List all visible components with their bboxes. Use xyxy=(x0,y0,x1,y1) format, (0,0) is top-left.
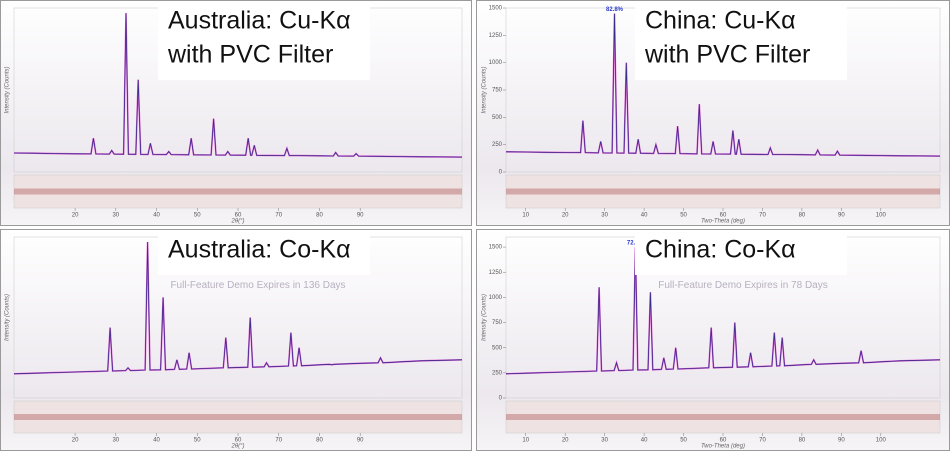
watermark: Full-Feature Demo Expires in 78 Days xyxy=(658,280,828,291)
x-axis-label: Two-Theta (deg) xyxy=(701,444,745,450)
x-tick-label: 50 xyxy=(194,213,201,219)
x-tick-label: 50 xyxy=(680,438,687,444)
y-tick-label: 500 xyxy=(492,345,503,351)
y-tick-label: 1000 xyxy=(489,295,503,301)
y-tick-label: 1250 xyxy=(489,270,503,276)
x-tick-label: 100 xyxy=(876,213,887,219)
x-tick-label: 60 xyxy=(235,438,242,444)
x-tick-label: 10 xyxy=(522,213,529,219)
y-tick-label: 750 xyxy=(492,88,503,94)
y-tick-label: 1000 xyxy=(489,60,503,66)
title-box xyxy=(158,233,370,275)
x-tick-label: 40 xyxy=(641,438,648,444)
x-tick-label: 20 xyxy=(72,438,79,444)
panel: 0 250 500 750 1000 1250 1500 10 20 30 40 50 60 70 80 90… xyxy=(476,0,950,226)
pattern-line xyxy=(505,247,941,375)
x-tick-label: 100 xyxy=(876,438,887,444)
y-tick-label: 1500 xyxy=(489,245,503,251)
y-tick-label: 0 xyxy=(499,170,503,176)
x-tick-label: 60 xyxy=(235,213,242,219)
x-tick-label: 70 xyxy=(759,438,766,444)
x-tick-label: 30 xyxy=(112,213,119,219)
panel-title: with PVC Filter xyxy=(644,41,810,69)
x-tick-label: 90 xyxy=(357,213,364,219)
x-tick-label: 50 xyxy=(194,438,201,444)
x-tick-label: 50 xyxy=(680,213,687,219)
x-axis-label: Two-Theta (deg) xyxy=(701,219,745,225)
x-tick-label: 20 xyxy=(72,213,79,219)
x-tick-label: 70 xyxy=(759,213,766,219)
pattern-line xyxy=(13,13,463,158)
y-axis-label: Intensity (Counts) xyxy=(482,66,488,113)
x-tick-label: 40 xyxy=(153,213,160,219)
x-tick-label: 40 xyxy=(641,213,648,219)
y-tick-label: 1250 xyxy=(489,33,503,39)
x-tick-label: 70 xyxy=(275,438,282,444)
y-tick-label: 0 xyxy=(499,396,503,402)
x-tick-label: 60 xyxy=(720,438,727,444)
x-axis-label: 2θ(°) xyxy=(231,444,245,450)
x-tick-label: 80 xyxy=(316,213,323,219)
x-tick-label: 20 xyxy=(562,213,569,219)
panel-title: China: Co-Kα xyxy=(645,236,796,264)
y-tick-label: 250 xyxy=(492,142,503,148)
title-box xyxy=(158,4,370,80)
pattern-line xyxy=(505,13,941,157)
x-tick-label: 30 xyxy=(112,438,119,444)
x-tick-label: 60 xyxy=(720,213,727,219)
peak-label: 82.8% xyxy=(606,7,624,13)
panel: 0 250 500 750 1000 1250 1500 10 20 30 40 50 60 70 80 90… xyxy=(476,229,950,451)
x-tick-label: 20 xyxy=(562,438,569,444)
y-axis-label: Intensity (Counts) xyxy=(482,294,488,341)
y-tick-label: 750 xyxy=(492,320,503,326)
x-axis-label: 2θ(°) xyxy=(231,219,245,225)
x-tick-label: 80 xyxy=(799,438,806,444)
x-tick-label: 90 xyxy=(838,213,845,219)
panel-title: Australia: Co-Kα xyxy=(168,236,351,264)
y-tick-label: 500 xyxy=(492,115,503,121)
x-tick-label: 80 xyxy=(799,213,806,219)
panel: 20 30 40 50 60 70 80 90 2θ(°) Intensity (Counts) F… xyxy=(0,229,472,451)
x-tick-label: 80 xyxy=(316,438,323,444)
watermark: Full-Feature Demo Expires in 136 Days xyxy=(170,280,345,291)
panel-title: with PVC Filter xyxy=(167,41,333,69)
x-tick-label: 10 xyxy=(522,438,529,444)
panel-title: China: Cu-Kα xyxy=(645,7,796,35)
title-box xyxy=(635,4,847,80)
x-tick-label: 90 xyxy=(357,438,364,444)
y-tick-label: 1500 xyxy=(489,6,503,12)
title-box xyxy=(635,233,847,275)
x-tick-label: 40 xyxy=(153,438,160,444)
y-axis-label: Intensity (Counts) xyxy=(5,294,11,341)
x-tick-label: 30 xyxy=(601,438,608,444)
x-tick-label: 70 xyxy=(275,213,282,219)
x-tick-label: 30 xyxy=(601,213,608,219)
panel-title: Australia: Cu-Kα xyxy=(168,7,351,35)
x-tick-label: 90 xyxy=(838,438,845,444)
y-tick-label: 250 xyxy=(492,370,503,376)
panel: 20 30 40 50 60 70 80 90 2θ(°) Intensity (Counts) A… xyxy=(0,0,472,226)
pattern-line xyxy=(13,241,463,375)
y-axis-label: Intensity (Counts) xyxy=(5,66,11,113)
